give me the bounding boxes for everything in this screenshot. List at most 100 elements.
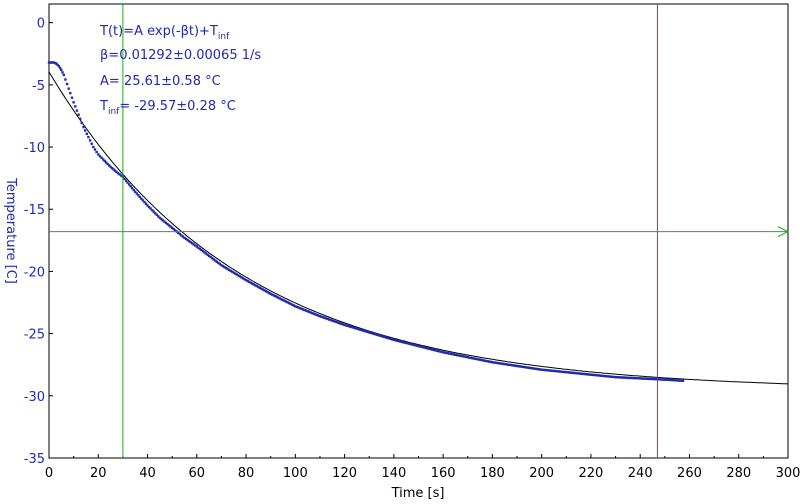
data-point: [588, 373, 591, 376]
data-point: [155, 213, 158, 216]
data-point: [69, 91, 72, 95]
data-point: [537, 368, 540, 371]
data-point: [203, 251, 206, 254]
data-point: [64, 78, 67, 81]
data-point: [281, 298, 285, 302]
data-point: [340, 322, 343, 325]
data-point: [249, 281, 252, 284]
data-point: [449, 352, 452, 355]
data-point: [354, 327, 357, 330]
data-point: [157, 215, 160, 218]
data-point: [435, 349, 439, 352]
data-point: [363, 329, 366, 333]
data-point: [254, 284, 257, 287]
data-point: [460, 354, 463, 358]
data-point: [681, 379, 685, 382]
fit-Tinf-label: Tinf= -29.57±0.28 °C: [99, 99, 236, 117]
data-point: [452, 353, 456, 356]
data-point: [171, 226, 174, 230]
data-point: [272, 294, 275, 297]
data-point: [495, 361, 499, 365]
data-point: [391, 338, 394, 341]
data-point: [109, 165, 112, 169]
data-point: [308, 310, 311, 313]
data-point: [191, 242, 194, 245]
data-point: [137, 194, 140, 197]
data-point: [514, 364, 517, 367]
data-point: [475, 357, 479, 361]
data-point: [552, 369, 556, 373]
data-point: [619, 376, 622, 379]
data-point: [471, 357, 474, 360]
data-point: [87, 135, 90, 139]
data-point: [192, 243, 195, 246]
data-point: [515, 364, 519, 368]
data-point: [126, 181, 129, 184]
data-point: [266, 290, 269, 294]
data-point: [116, 172, 120, 175]
data-point: [642, 377, 645, 380]
data-point: [651, 377, 654, 381]
data-point: [187, 239, 191, 243]
data-point: [522, 365, 525, 369]
data-point: [535, 367, 539, 371]
data-point: [474, 357, 477, 360]
data-point: [123, 177, 126, 180]
data-point: [614, 376, 617, 379]
data-point: [284, 300, 288, 303]
data-point: [268, 291, 271, 295]
data-point: [269, 292, 272, 295]
data-point: [571, 371, 574, 374]
data-point: [351, 326, 354, 329]
data-point: [386, 336, 389, 340]
data-point: [366, 330, 369, 334]
x-tick-label: 300: [776, 466, 800, 481]
data-point: [612, 375, 616, 379]
data-point: [540, 368, 543, 371]
y-axis-ticks: 0 -5 -10 -15 -20 -25 -30 -35: [24, 17, 53, 467]
data-point: [483, 359, 486, 362]
data-point: [668, 378, 671, 382]
data-point: [243, 278, 246, 281]
data-point: [503, 362, 506, 366]
data-point: [271, 293, 274, 296]
data-point: [380, 334, 383, 338]
data-point: [286, 301, 289, 304]
fit-curve: [48, 71, 789, 385]
data-point: [611, 375, 614, 378]
data-point: [472, 357, 476, 360]
data-point: [440, 350, 443, 354]
data-point: [648, 377, 651, 381]
data-point: [468, 356, 471, 359]
data-point: [174, 229, 177, 232]
data-point: [186, 238, 189, 242]
data-point: [140, 197, 143, 200]
data-point: [164, 221, 168, 225]
data-point: [549, 369, 553, 372]
data-point: [183, 236, 186, 239]
data-point: [562, 370, 565, 374]
data-point: [482, 359, 485, 362]
data-point: [161, 219, 165, 222]
data-point: [247, 280, 251, 283]
data-point: [659, 378, 662, 381]
data-point: [232, 271, 235, 274]
data-point: [617, 376, 620, 379]
data-point: [167, 224, 171, 227]
data-point: [83, 129, 87, 132]
data-point: [454, 353, 457, 356]
data-point: [528, 366, 531, 369]
data-point: [652, 377, 656, 381]
data-point: [357, 327, 360, 331]
y-tick-label: -35: [24, 452, 45, 467]
data-point: [678, 379, 682, 382]
data-point: [344, 324, 348, 327]
y-tick-label: -20: [24, 265, 45, 280]
data-point: [62, 73, 65, 77]
data-point: [343, 323, 346, 327]
data-point: [488, 360, 491, 363]
data-point: [635, 377, 639, 380]
data-point: [348, 325, 351, 328]
data-point: [261, 288, 265, 291]
